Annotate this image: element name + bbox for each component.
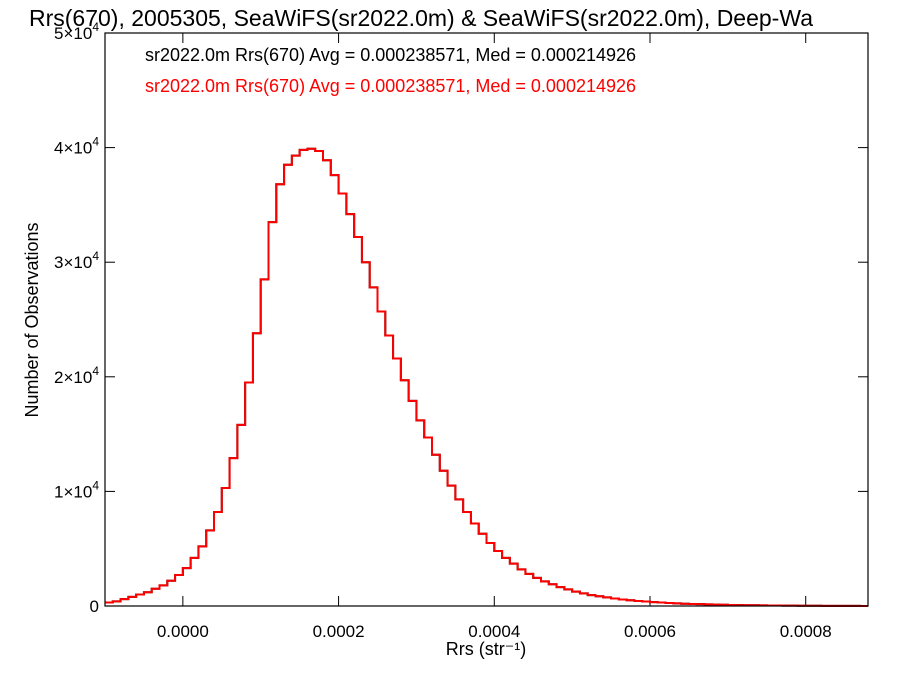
legend-entry-red: sr2022.0m Rrs(670) Avg = 0.000238571, Me… xyxy=(145,76,636,96)
y-axis-label: Number of Observations xyxy=(22,222,42,417)
y-tick-label: 5×104 xyxy=(54,20,99,43)
legend: sr2022.0m Rrs(670) Avg = 0.000238571, Me… xyxy=(145,45,636,96)
y-tick-label: 3×104 xyxy=(54,249,99,272)
y-tick-base: 3×10 xyxy=(54,253,92,272)
y-tick-label: 1×104 xyxy=(54,478,99,501)
y-tick-base: 1×10 xyxy=(54,482,92,501)
y-tick-exponent: 4 xyxy=(92,364,99,378)
y-tick-label: 2×104 xyxy=(54,364,99,387)
y-tick-label: 4×104 xyxy=(54,135,99,158)
plot-frame xyxy=(104,32,869,607)
y-tick-base: 2×10 xyxy=(54,368,92,387)
y-tick-base: 5×10 xyxy=(54,24,92,43)
y-tick-label: 0 xyxy=(90,597,99,616)
x-tick-label: 0.0000 xyxy=(157,622,209,641)
histogram-series xyxy=(105,147,868,607)
x-axis-ticks: 0.0000 0.0002 0.0004 0.0006 0.0008 xyxy=(157,33,832,641)
histogram-line-red xyxy=(105,147,868,607)
x-tick-label: 0.0002 xyxy=(313,622,365,641)
x-tick-label: 0.0008 xyxy=(780,622,832,641)
y-tick-exponent: 4 xyxy=(92,135,99,149)
y-tick-base: 4×10 xyxy=(54,139,92,158)
y-tick-exponent: 4 xyxy=(92,478,99,492)
x-tick-label: 0.0004 xyxy=(468,622,520,641)
x-axis-label: Rrs (str⁻¹) xyxy=(446,639,526,659)
x-tick-label: 0.0006 xyxy=(624,622,676,641)
y-tick-exponent: 4 xyxy=(92,249,99,263)
legend-entry-black: sr2022.0m Rrs(670) Avg = 0.000238571, Me… xyxy=(145,45,636,65)
y-tick-exponent: 4 xyxy=(92,20,99,34)
chart-title: Rrs(670), 2005305, SeaWiFS(sr2022.0m) & … xyxy=(29,5,813,31)
